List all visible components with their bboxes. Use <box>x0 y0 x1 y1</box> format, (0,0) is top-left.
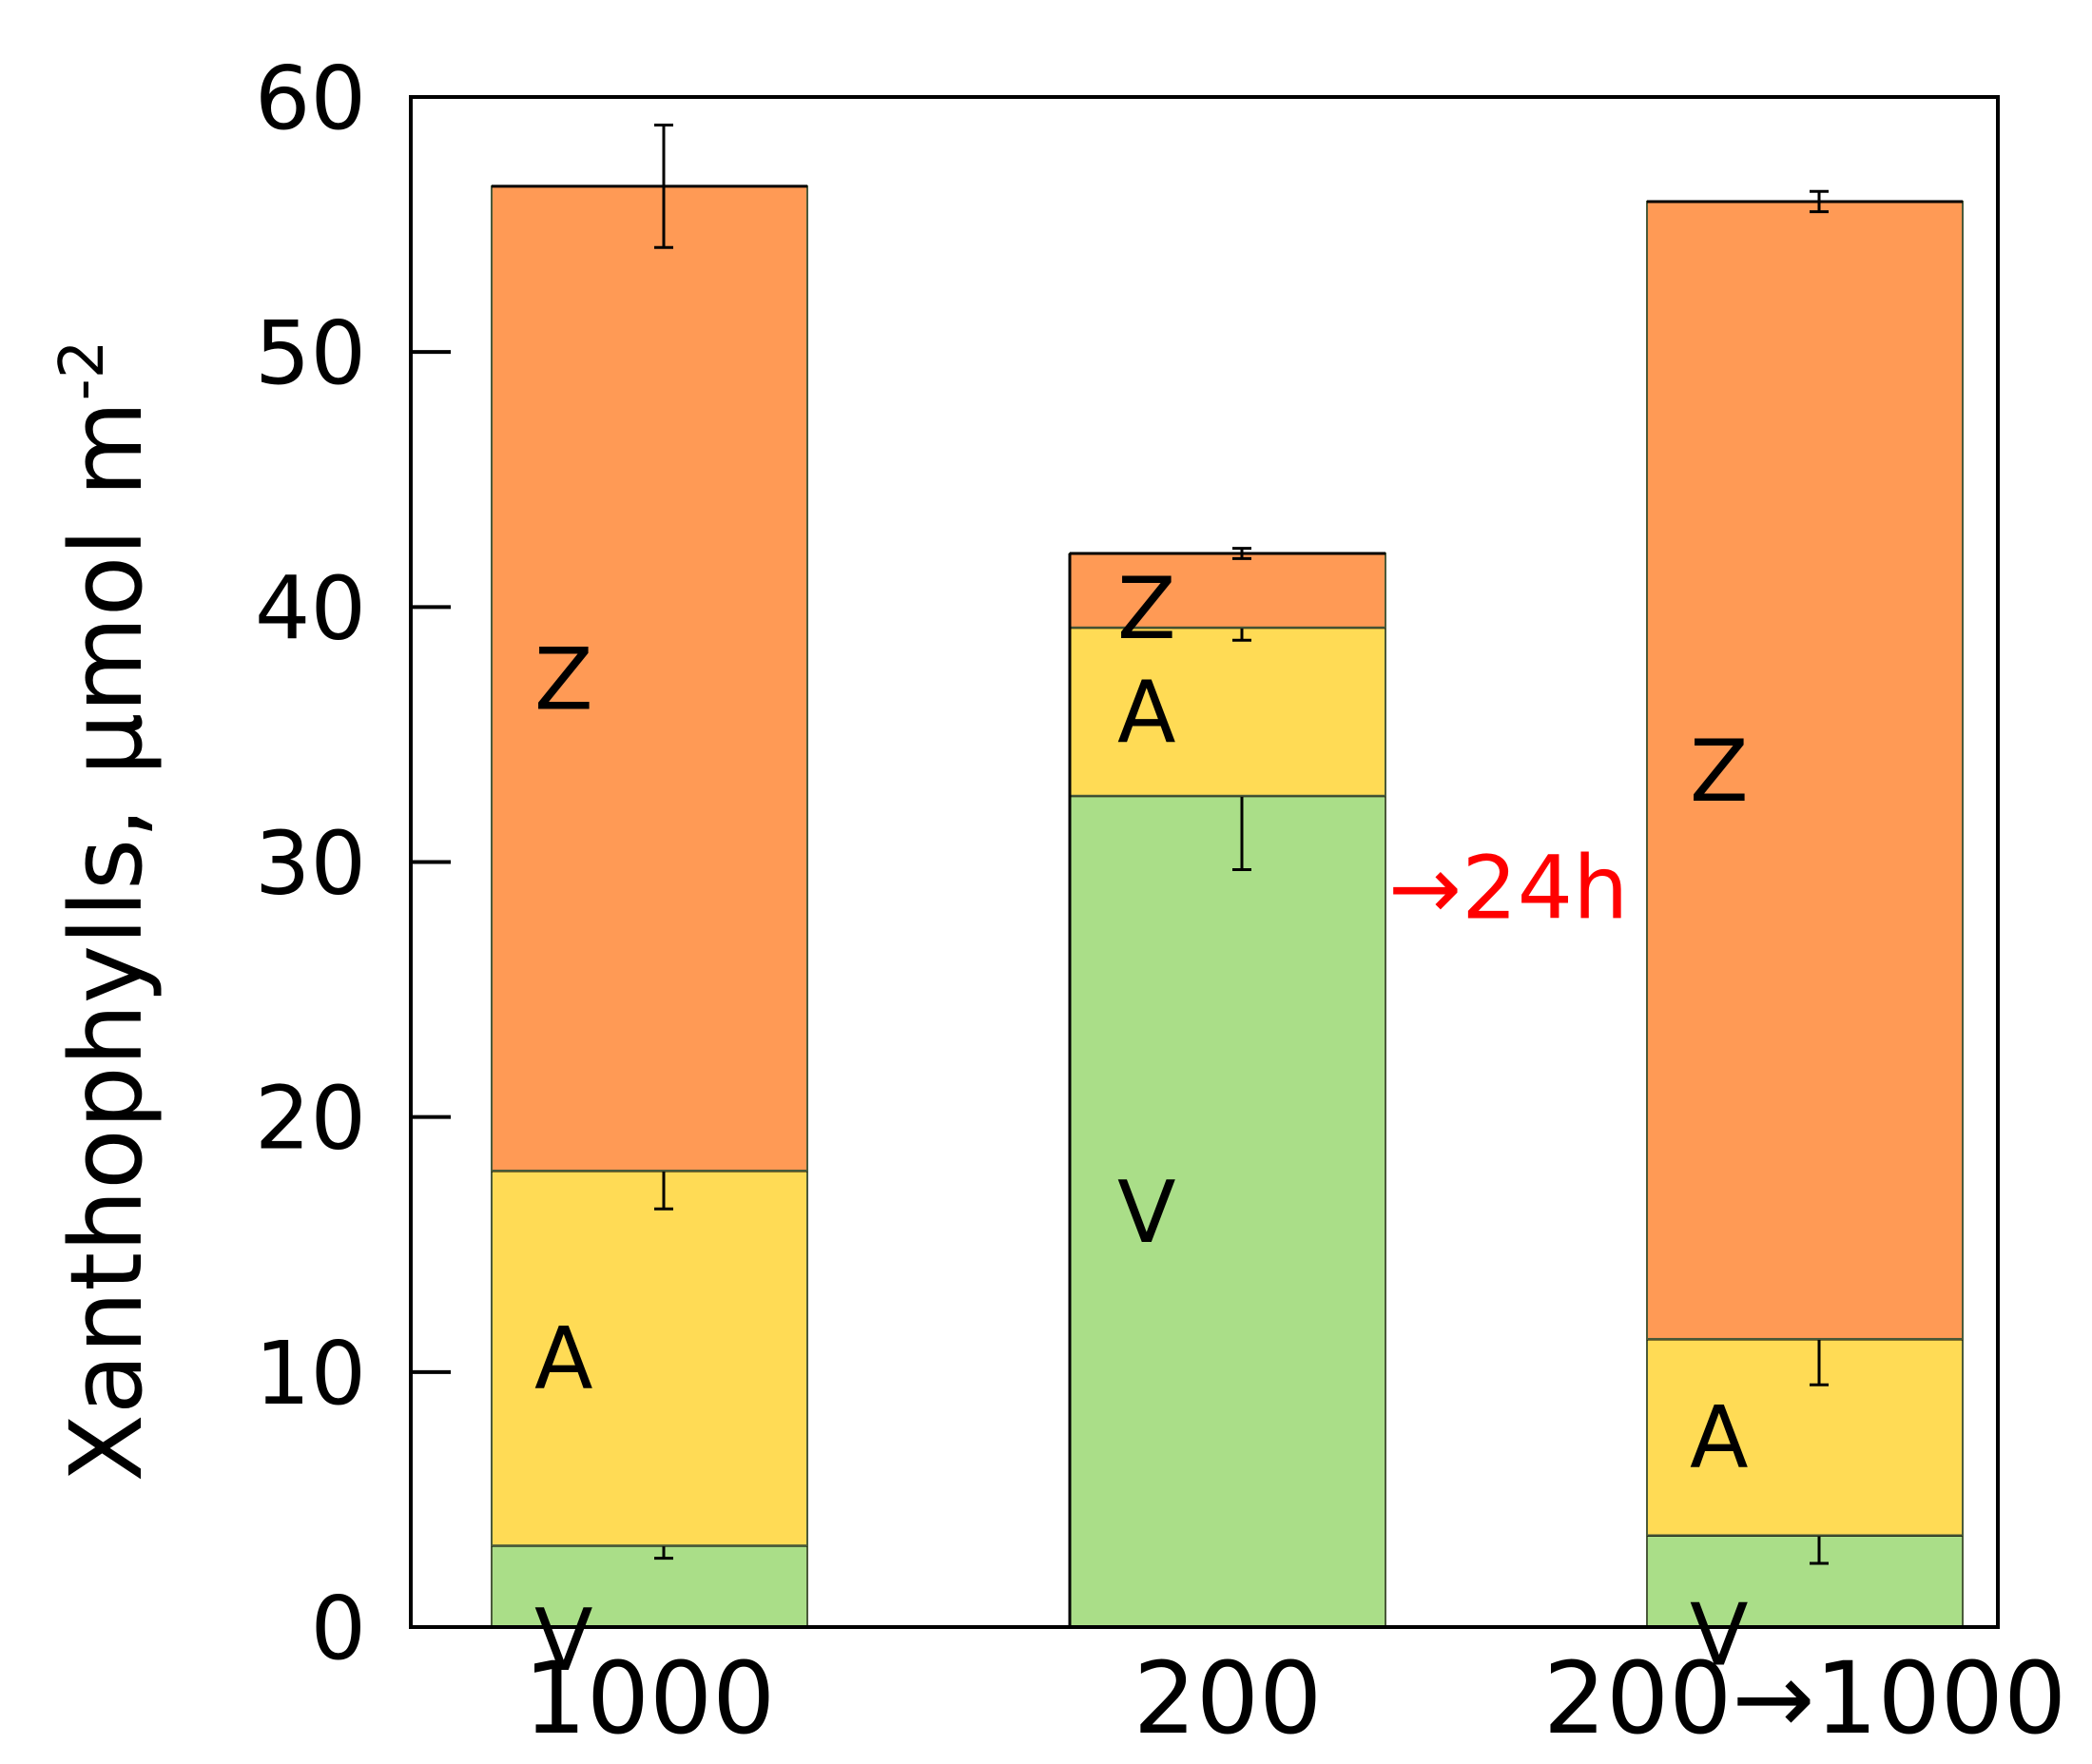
category-label-2: 200→1000 <box>1543 1640 2066 1756</box>
segment-label-a-0: A <box>534 1309 593 1409</box>
bar-segment-z-2 <box>1646 200 1964 1340</box>
axes-layer <box>409 95 2000 1629</box>
bar-segment-a-2 <box>1646 1337 1964 1537</box>
segment-label-v-1: V <box>1117 1163 1176 1263</box>
y-axis-label-superscript: -2 <box>48 340 118 401</box>
bar-segment-a-1 <box>1069 626 1386 797</box>
y-tick-label-6: 60 <box>255 48 366 149</box>
y-tick-label-5: 50 <box>255 302 366 404</box>
y-tick-label-1: 10 <box>255 1323 366 1425</box>
category-label-0: 1000 <box>524 1640 776 1756</box>
segment-label-v-2: V <box>1690 1586 1749 1686</box>
segment-label-a-1: A <box>1117 663 1176 763</box>
bar-segment-v-0 <box>491 1544 808 1628</box>
y-axis-label-text: Xanthophylls, μmol m <box>48 400 165 1482</box>
labels-layer: VAZ1000VAZ200VAZ200→10000102030405060Xan… <box>48 48 2066 1756</box>
bar-segment-z-0 <box>491 184 808 1172</box>
y-axis-label: Xanthophylls, μmol m-2 <box>48 340 165 1483</box>
segment-label-a-2: A <box>1690 1388 1749 1488</box>
segment-label-z-1: Z <box>1117 559 1176 659</box>
segment-label-z-0: Z <box>534 630 593 729</box>
segment-label-v-0: V <box>534 1591 593 1691</box>
annotation-0: →24h <box>1388 837 1628 939</box>
bar-segment-a-0 <box>491 1169 808 1547</box>
y-tick-label-3: 30 <box>255 813 366 915</box>
bars-layer <box>491 123 1964 1628</box>
y-tick-label-4: 40 <box>255 557 366 659</box>
y-tick-label-2: 20 <box>255 1068 366 1170</box>
segment-label-z-2: Z <box>1690 722 1749 822</box>
category-label-1: 200 <box>1133 1640 1323 1756</box>
y-tick-label-0: 0 <box>310 1578 366 1679</box>
bar-segment-v-2 <box>1646 1534 1964 1628</box>
